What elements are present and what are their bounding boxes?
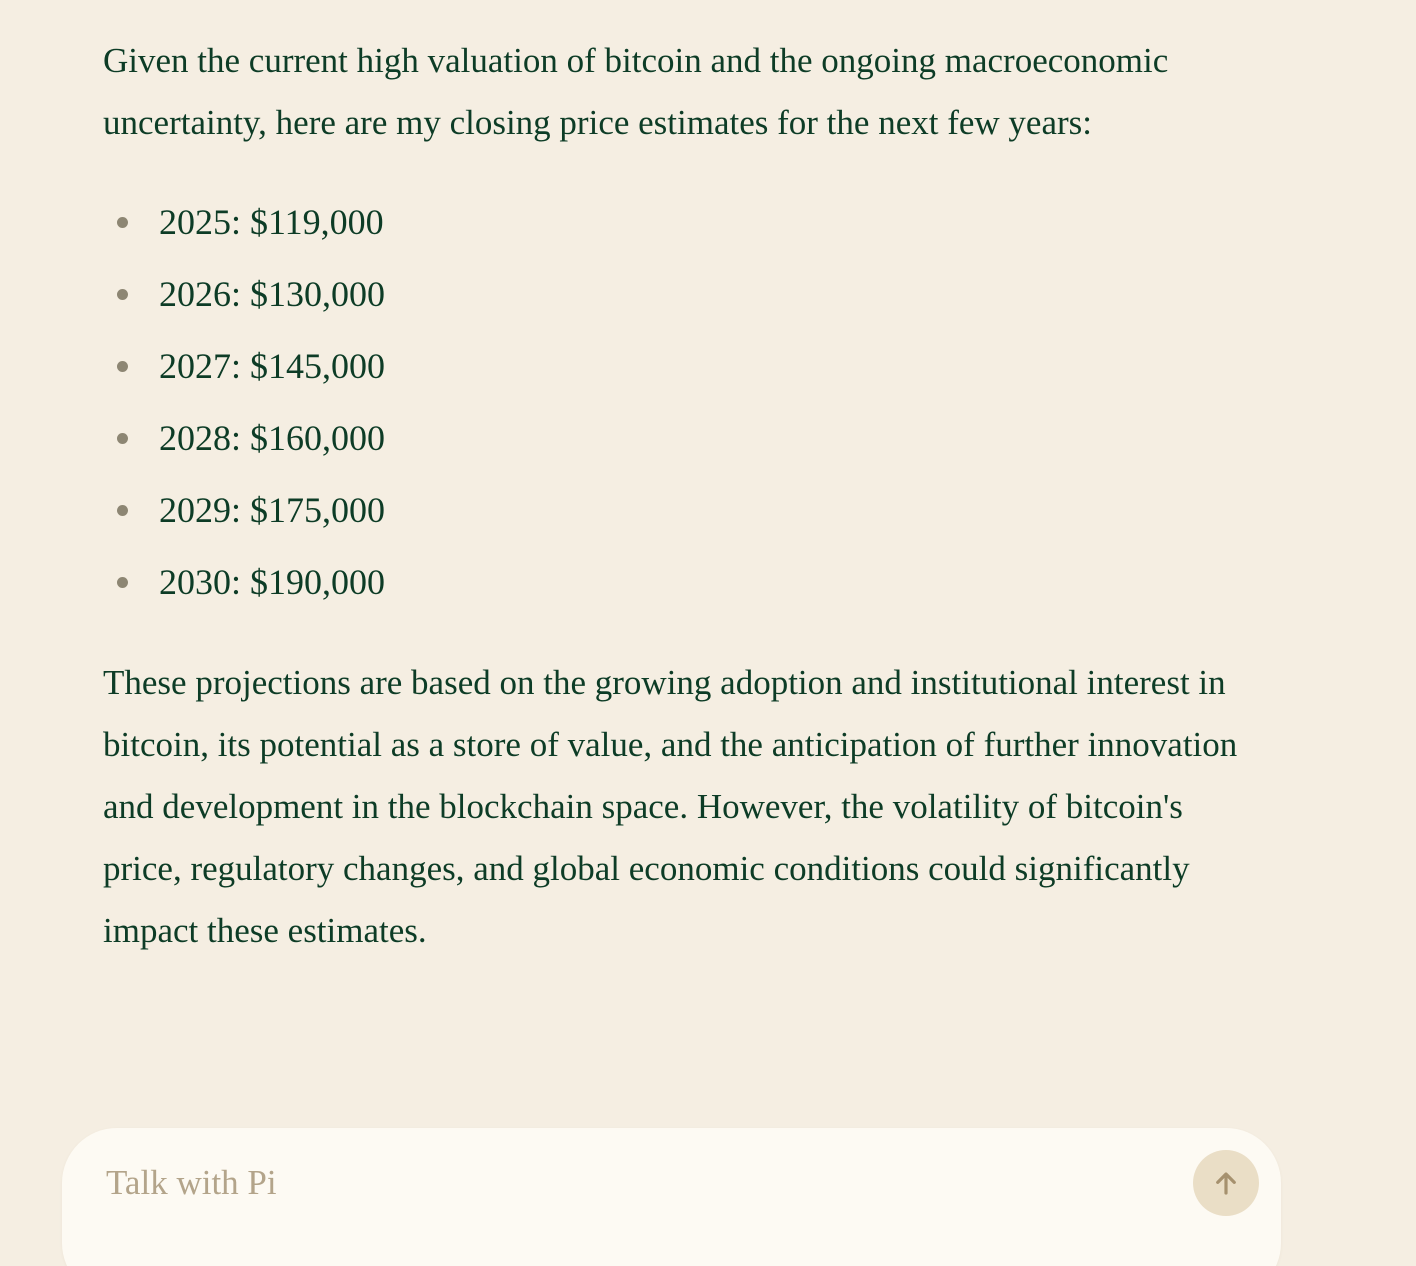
estimate-item: 2025: $119,000 — [103, 186, 1238, 258]
bullet-icon — [117, 577, 128, 588]
estimate-text: 2030: $190,000 — [159, 562, 386, 602]
bullet-icon — [117, 505, 128, 516]
assistant-message: Given the current high valuation of bitc… — [103, 30, 1238, 962]
estimate-item: 2027: $145,000 — [103, 330, 1238, 402]
estimate-text: 2027: $145,000 — [159, 346, 386, 386]
price-estimates-list: 2025: $119,000 2026: $130,000 2027: $145… — [103, 186, 1238, 618]
send-button[interactable] — [1193, 1150, 1259, 1216]
message-outro: These projections are based on the growi… — [103, 663, 1238, 950]
estimate-item: 2029: $175,000 — [103, 474, 1238, 546]
estimate-text: 2026: $130,000 — [159, 274, 386, 314]
estimate-item: 2026: $130,000 — [103, 258, 1238, 330]
arrow-up-icon — [1210, 1167, 1242, 1199]
bullet-icon — [117, 289, 128, 300]
bullet-icon — [117, 433, 128, 444]
bullet-icon — [117, 361, 128, 372]
composer-row — [62, 1128, 1281, 1238]
composer — [62, 1128, 1281, 1266]
estimate-item: 2028: $160,000 — [103, 402, 1238, 474]
estimate-text: 2029: $175,000 — [159, 490, 386, 530]
bullet-icon — [117, 217, 128, 228]
estimate-text: 2025: $119,000 — [159, 202, 384, 242]
chat-input[interactable] — [106, 1163, 1193, 1203]
estimate-item: 2030: $190,000 — [103, 546, 1238, 618]
estimate-text: 2028: $160,000 — [159, 418, 386, 458]
message-intro: Given the current high valuation of bitc… — [103, 41, 1169, 142]
